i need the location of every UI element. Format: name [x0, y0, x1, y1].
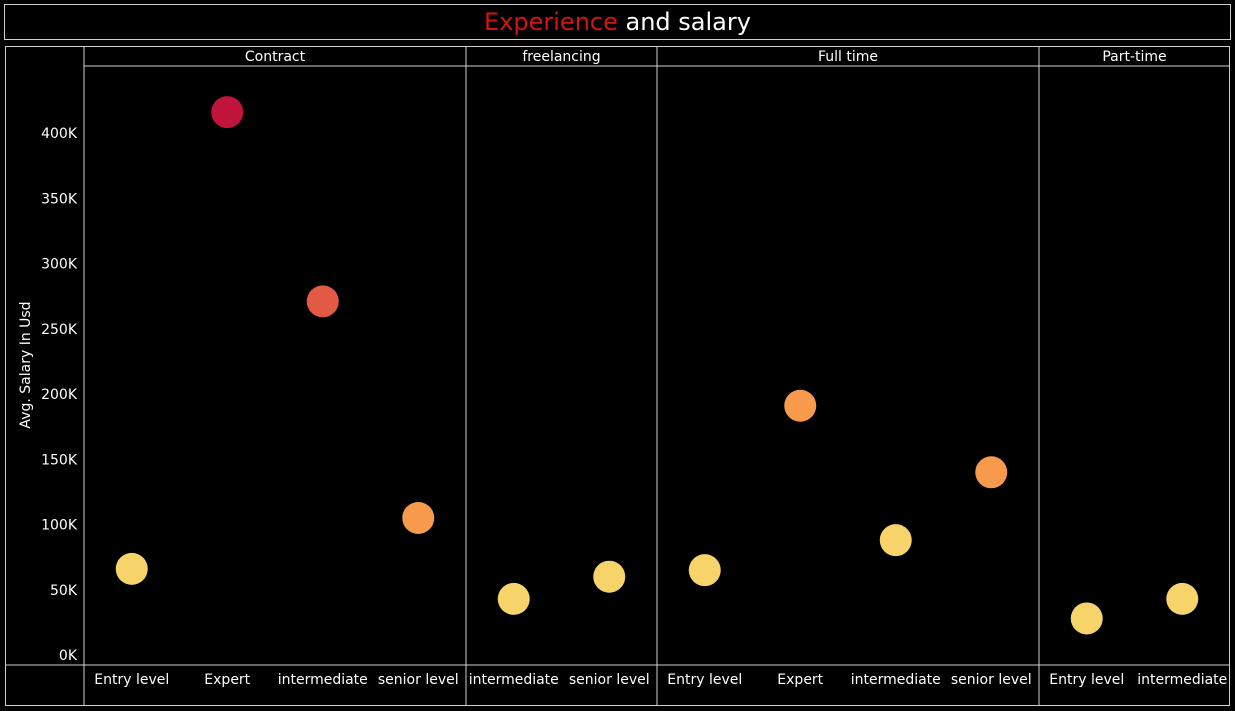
panel-header: Part-time: [1102, 49, 1166, 65]
x-tick-label: Expert: [777, 672, 823, 688]
data-point: [784, 389, 817, 422]
data-point: [1166, 582, 1199, 615]
data-point: [1070, 602, 1103, 635]
data-point: [879, 524, 912, 557]
y-tick-label: 400K: [41, 126, 78, 142]
title-accent: Experience: [484, 8, 618, 36]
data-point: [497, 582, 530, 615]
y-tick-label: 100K: [41, 518, 78, 534]
panel-header: Full time: [818, 49, 878, 65]
x-tick-label: intermediate: [278, 672, 368, 688]
y-tick-label: 0K: [59, 648, 78, 664]
panel-header: Contract: [245, 49, 306, 65]
data-point: [402, 501, 435, 534]
y-tick-label: 200K: [41, 387, 78, 403]
x-tick-label: senior level: [951, 672, 1032, 688]
y-tick-label: 50K: [50, 583, 78, 599]
x-tick-label: intermediate: [1137, 672, 1227, 688]
chart-frame: [5, 46, 1230, 706]
y-axis-label: Avg. Salary In Usd: [18, 301, 34, 428]
x-tick-label: Entry level: [94, 672, 169, 688]
data-point: [593, 560, 626, 593]
title-rest: and salary: [617, 8, 751, 36]
x-tick-label: Entry level: [667, 672, 742, 688]
data-point: [211, 96, 244, 129]
x-tick-label: Entry level: [1049, 672, 1124, 688]
y-tick-label: 150K: [41, 452, 78, 468]
data-point: [975, 456, 1008, 489]
y-tick-label: 250K: [41, 322, 78, 338]
x-tick-label: senior level: [569, 672, 650, 688]
chart-title: Experience and salary: [4, 4, 1231, 40]
data-point: [115, 552, 148, 585]
x-tick-label: Expert: [204, 672, 250, 688]
x-tick-label: senior level: [378, 672, 459, 688]
data-point: [306, 285, 339, 318]
panel-header: freelancing: [522, 49, 600, 65]
x-tick-label: intermediate: [469, 672, 559, 688]
data-point: [688, 554, 721, 587]
y-tick-label: 350K: [41, 191, 78, 207]
x-tick-label: intermediate: [851, 672, 941, 688]
y-tick-label: 300K: [41, 257, 78, 273]
